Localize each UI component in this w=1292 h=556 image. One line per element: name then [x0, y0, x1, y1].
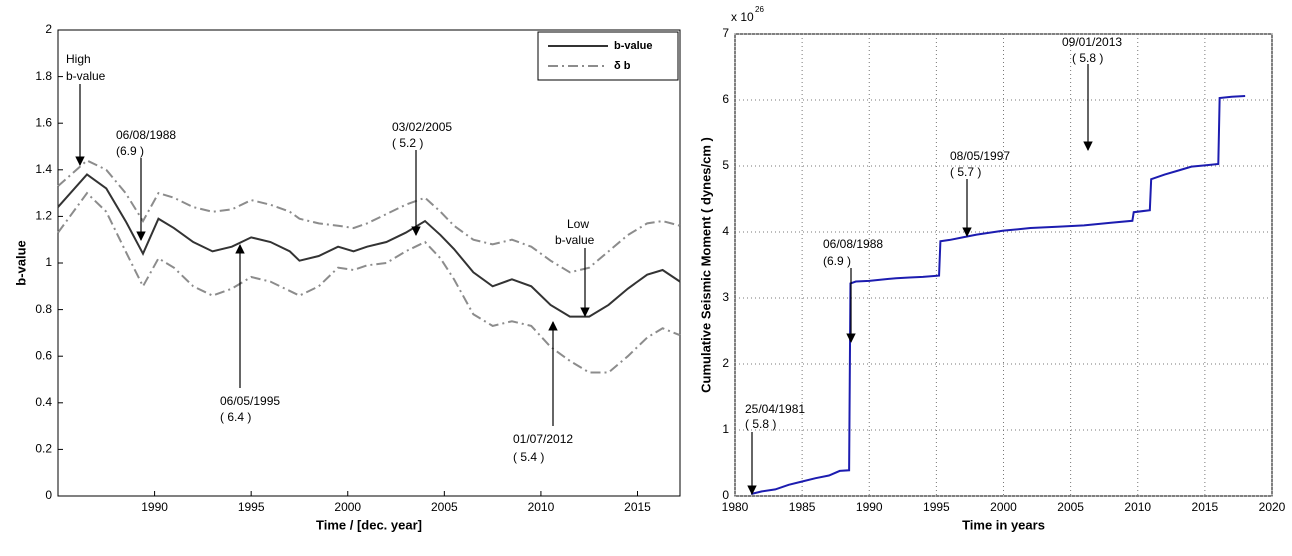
- y-tick-label: 0.8: [35, 302, 52, 316]
- x-tick-label: 2015: [1192, 500, 1219, 514]
- x-tick-label: 2010: [528, 500, 555, 514]
- x-tick-label: 1990: [141, 500, 168, 514]
- x-tick-label: 1990: [856, 500, 883, 514]
- y-tick-label: 7: [722, 26, 729, 40]
- legend-box: [537, 31, 679, 81]
- annotation: Low: [567, 217, 589, 231]
- annotation: 03/02/2005: [392, 120, 452, 134]
- legend-label: δ b: [614, 60, 631, 72]
- y-tick-label: 1: [722, 422, 729, 436]
- annotation: ( 5.7 ): [950, 165, 981, 179]
- x-tick-label: 2005: [1057, 500, 1084, 514]
- x-axis-title: Time in years: [962, 517, 1045, 532]
- y-axis-title: b-value: [13, 240, 28, 286]
- annotation: 06/08/1988: [823, 237, 883, 251]
- annotation: ( 5.8 ): [1072, 51, 1103, 65]
- x-tick-label: 1985: [789, 500, 816, 514]
- legend-label: b-value: [614, 40, 653, 52]
- annotation: 09/01/2013: [1062, 35, 1122, 49]
- x-tick-label: 1995: [923, 500, 950, 514]
- y-multiplier-base: x 10: [731, 10, 754, 24]
- x-tick-label: 2010: [1124, 500, 1151, 514]
- annotation: (6.9 ): [116, 144, 144, 158]
- annotation: b-value: [66, 69, 106, 83]
- y-tick-label: 2: [45, 22, 52, 36]
- annotation: High: [66, 52, 91, 66]
- annotation: b-value: [555, 233, 595, 247]
- x-tick-label: 2015: [624, 500, 651, 514]
- x-tick-label: 2000: [334, 500, 361, 514]
- x-axis-title: Time / [dec. year]: [316, 517, 422, 532]
- annotation: ( 5.8 ): [745, 417, 776, 431]
- annotation: 25/04/1981: [745, 402, 805, 416]
- series-line: [57, 173, 681, 318]
- series-line: [57, 159, 681, 274]
- y-tick-label: 1.6: [35, 115, 52, 129]
- y-tick-label: 1.8: [35, 69, 52, 83]
- x-tick-label: 2005: [431, 500, 458, 514]
- annotation: ( 6.4 ): [220, 410, 251, 424]
- y-axis-title: Cumulative Seismic Moment ( dynes/cm ): [698, 137, 713, 393]
- plot-area: [57, 29, 681, 497]
- y-tick-label: 0.6: [35, 348, 52, 362]
- annotation: 06/08/1988: [116, 128, 176, 142]
- y-tick-label: 6: [722, 92, 729, 106]
- series-line: [57, 191, 681, 374]
- y-tick-label: 0.4: [35, 395, 52, 409]
- x-tick-label: 1995: [238, 500, 265, 514]
- annotation: (6.9 ): [823, 254, 851, 268]
- y-tick-label: 0: [45, 488, 52, 502]
- y-tick-label: 0: [722, 488, 729, 502]
- y-tick-label: 2: [722, 356, 729, 370]
- y-tick-label: 0.2: [35, 442, 52, 456]
- y-tick-label: 5: [722, 158, 729, 172]
- annotation: 08/05/1997: [950, 149, 1010, 163]
- y-tick-label: 1.4: [35, 162, 52, 176]
- annotation: 06/05/1995: [220, 394, 280, 408]
- y-tick-label: 1: [45, 255, 52, 269]
- x-tick-label: 2000: [990, 500, 1017, 514]
- series-line: [750, 95, 1246, 495]
- y-tick-label: 4: [722, 224, 729, 238]
- x-tick-label: 1980: [722, 500, 749, 514]
- y-multiplier-exponent: 26: [755, 5, 764, 14]
- y-tick-label: 1.2: [35, 209, 52, 223]
- annotation: ( 5.4 ): [513, 450, 544, 464]
- x-tick-label: 2020: [1259, 500, 1286, 514]
- annotation: 01/07/2012: [513, 432, 573, 446]
- y-tick-label: 3: [722, 290, 729, 304]
- annotation: ( 5.2 ): [392, 136, 423, 150]
